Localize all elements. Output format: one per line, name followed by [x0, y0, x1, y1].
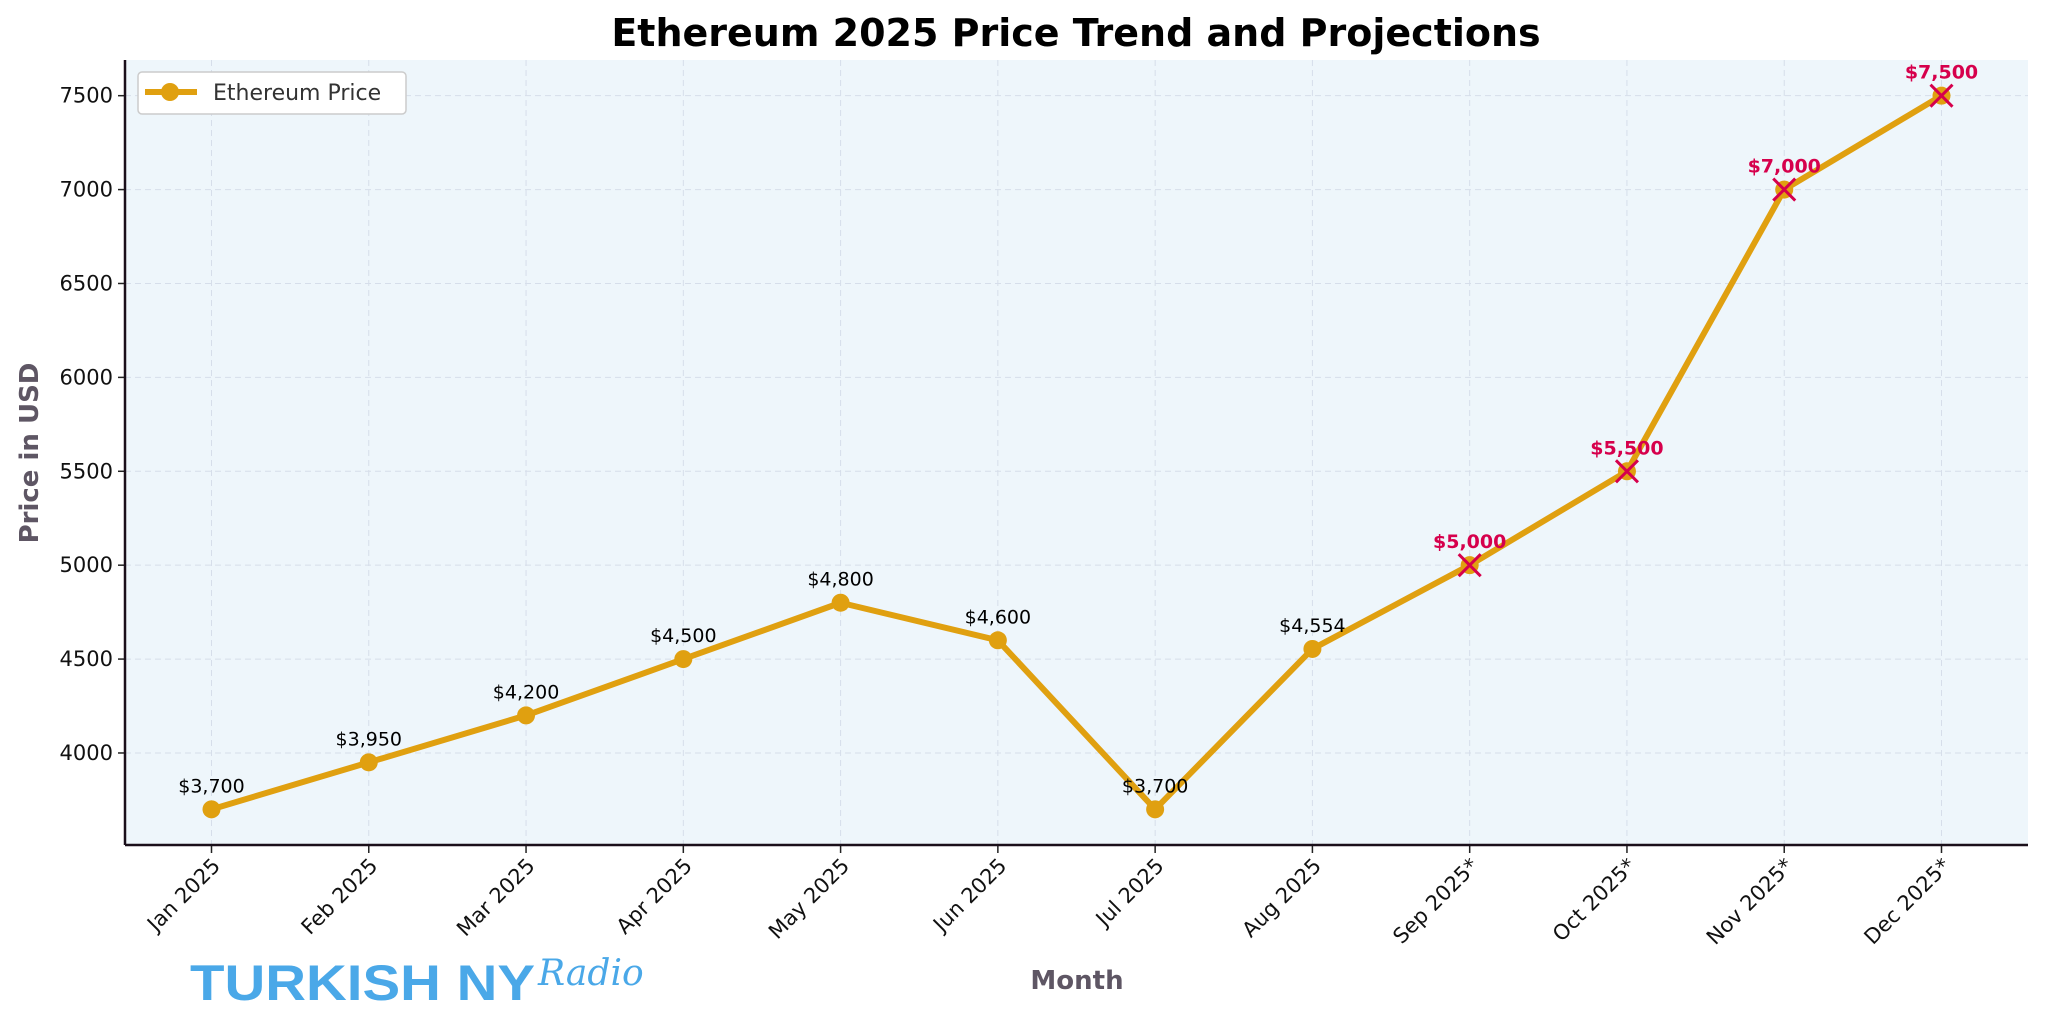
data-point	[202, 800, 221, 819]
data-label: $4,554	[1279, 615, 1345, 637]
data-point	[359, 753, 378, 772]
x-tick-label: Mar 2025	[452, 854, 540, 942]
x-tick-label: Feb 2025	[297, 854, 383, 940]
data-label: $5,000	[1433, 531, 1506, 553]
x-tick-label: Jul 2025	[1090, 854, 1169, 933]
watermark-script: Radio	[537, 953, 644, 994]
legend-label: Ethereum Price	[213, 81, 381, 106]
data-label: $5,500	[1590, 437, 1663, 459]
projection-marker-icon	[1614, 459, 1640, 484]
data-label: $4,800	[807, 569, 873, 591]
watermark-logo: TURKISH NY Radio	[190, 953, 644, 1011]
y-tick-label: 5500	[60, 459, 113, 483]
legend: Ethereum Price	[137, 71, 407, 115]
y-tick-label: 4000	[60, 741, 113, 765]
y-tick-label: 4500	[60, 647, 113, 671]
y-tick-label: 5000	[60, 553, 113, 577]
price-line	[210, 93, 1944, 813]
data-label: $3,700	[178, 775, 244, 797]
data-label: $3,950	[336, 728, 402, 750]
data-point	[1303, 639, 1322, 658]
data-label: $7,500	[1905, 62, 1978, 84]
projection-marker-icon	[1457, 553, 1482, 578]
data-point	[831, 593, 850, 612]
data-point	[988, 631, 1007, 650]
data-point	[517, 706, 536, 725]
series	[202, 83, 1954, 819]
x-tick-label: Oct 2025*	[1548, 854, 1641, 947]
x-tick-label: Jun 2025	[927, 854, 1011, 938]
x-tick-label: Nov 2025*	[1702, 854, 1798, 950]
x-axis-label: Month	[1030, 966, 1123, 996]
x-tick-label: May 2025	[764, 854, 854, 944]
x-tick-label: Jan 2025	[141, 854, 225, 938]
x-tick-label: Apr 2025	[612, 854, 697, 939]
y-axis-label: Price in USD	[15, 363, 45, 544]
data-label: $3,700	[1122, 775, 1188, 797]
y-tick-label: 7500	[60, 84, 113, 108]
chart-title: Ethereum 2025 Price Trend and Projection…	[611, 11, 1540, 55]
y-tick-label: 6000	[60, 365, 113, 389]
y-tick-label: 7000	[60, 178, 113, 202]
x-tick-label: Sep 2025*	[1388, 854, 1483, 949]
plot-area	[125, 60, 2028, 845]
data-labels: $3,700 $3,950 $4,200 $4,500 $4,800 $4,600 $3,7…	[178, 62, 1978, 798]
data-label: $4,200	[493, 681, 559, 703]
x-tick-label: Dec 2025*	[1859, 854, 1955, 950]
data-label: $4,500	[650, 625, 716, 647]
data-point	[674, 650, 693, 669]
y-tick-label: 6500	[60, 271, 113, 295]
projection-marker-icon	[1772, 177, 1797, 202]
x-tick-label: Aug 2025	[1237, 854, 1325, 942]
data-label: $4,600	[965, 606, 1031, 628]
projection-marker-icon	[1929, 83, 1954, 108]
data-point	[1146, 800, 1165, 819]
legend-marker-icon	[161, 83, 179, 101]
watermark-text: TURKISH NY	[190, 955, 535, 1011]
data-label: $7,000	[1748, 156, 1821, 178]
